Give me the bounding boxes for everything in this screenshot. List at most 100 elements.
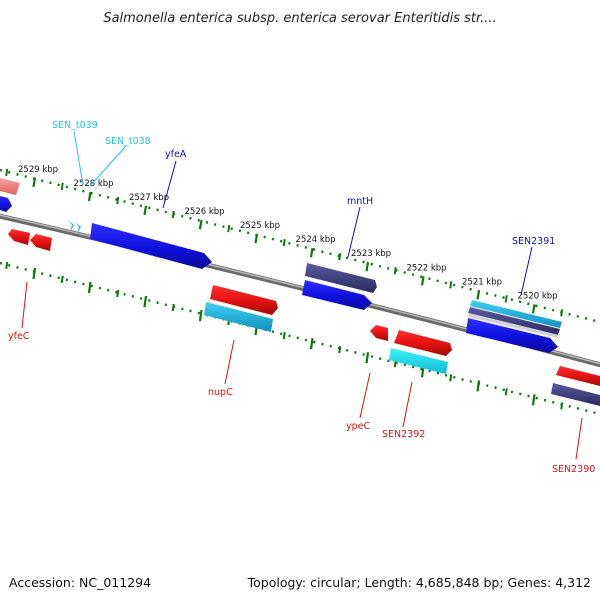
label-sen2390[interactable]: SEN2390: [552, 464, 595, 475]
gene-feature-pink[interactable]: [0, 178, 20, 195]
label-sen-t038[interactable]: SEN_t038: [105, 136, 151, 147]
tick-label: 2528 kbp: [74, 179, 114, 189]
tick-label: 2523 kbp: [351, 249, 391, 259]
major-tick-outer: [309, 247, 314, 258]
outer-dotted-track: [0, 168, 600, 324]
minor-tick-outer: [60, 182, 64, 191]
minor-tick-outer: [5, 168, 9, 176]
minor-tick-outer: [171, 210, 175, 219]
tick-label: 2526 kbp: [185, 207, 225, 217]
major-tick-outer: [198, 219, 203, 230]
major-tick-inner: [87, 281, 92, 294]
major-tick-outer: [365, 262, 370, 272]
minor-tick-outer: [338, 253, 342, 261]
leader-yfec: [21, 281, 28, 329]
label-yfea[interactable]: yfeA: [165, 149, 187, 160]
gene-feature-sen2391-blue[interactable]: [466, 318, 558, 353]
major-tick-inner: [476, 380, 481, 392]
leader-nupc: [224, 339, 235, 385]
major-tick-outer: [254, 233, 259, 244]
topology-text: Topology: circular; Length: 4,685,848 bp…: [247, 575, 591, 590]
major-tick-inner: [531, 394, 536, 406]
label-leaders: [21, 130, 583, 460]
minor-tick-outer: [282, 238, 286, 247]
minor-tick-outer: [393, 267, 397, 275]
leader-sen-t039: [73, 130, 84, 186]
gene-feature-sen2390-navy[interactable]: [551, 383, 600, 406]
tick-label: 2520 kbp: [518, 291, 558, 301]
gene-labels: SEN_t039 SEN_t038 yfeA mntH SEN2391 yfeC…: [8, 120, 595, 475]
gene-feature-mnth-blue[interactable]: [302, 280, 372, 310]
label-sen2392[interactable]: SEN2392: [382, 429, 425, 440]
gene-feature-mnth-navy[interactable]: [305, 263, 377, 293]
minor-tick-inner: [449, 374, 453, 382]
accession-text: Accession: NC_011294: [9, 575, 151, 590]
gene-feature-yfea[interactable]: [90, 223, 212, 269]
minor-tick-inner: [504, 388, 508, 396]
gene-feature-yfec-a[interactable]: [8, 229, 30, 245]
minor-tick-inner: [560, 402, 564, 410]
leader-yfea: [162, 160, 177, 209]
gene-feature-sen2392-red[interactable]: [394, 330, 452, 356]
leader-sen2392: [402, 381, 413, 428]
minor-tick-inner: [338, 346, 342, 354]
label-nupc[interactable]: nupC: [208, 387, 233, 398]
label-ypec[interactable]: ypeC: [346, 421, 370, 432]
minor-tick-outer: [560, 309, 564, 317]
gene-feature-nupc-cyan[interactable]: [204, 302, 273, 332]
major-tick-inner: [365, 352, 370, 364]
major-tick-outer: [143, 205, 148, 216]
label-sen-t039[interactable]: SEN_t039: [52, 120, 98, 131]
label-mnth[interactable]: mntH: [347, 196, 373, 207]
leader-sen2390: [575, 417, 583, 460]
minor-tick-inner: [171, 303, 175, 312]
gene-feature-yfec-b[interactable]: [30, 234, 52, 251]
major-tick-outer: [32, 177, 37, 188]
major-tick-inner: [143, 295, 148, 308]
major-tick-inner: [198, 309, 203, 322]
gene-feature-sen2391-cyan[interactable]: [470, 300, 562, 328]
major-tick-outer: [531, 304, 536, 314]
gene-feature-nupc-red[interactable]: [210, 285, 278, 315]
leader-mnth: [347, 206, 361, 258]
minor-tick-outer: [449, 281, 453, 289]
label-sen2391[interactable]: SEN2391: [512, 236, 555, 247]
trna-sen-t038[interactable]: [75, 222, 81, 234]
major-tick-inner: [32, 267, 37, 280]
trna-sen-t039[interactable]: [68, 220, 74, 232]
gene-feature-sen2392-cyan[interactable]: [389, 348, 448, 374]
major-tick-outer: [87, 191, 92, 202]
major-tick-outer: [476, 290, 481, 300]
inner-dotted-track: [0, 261, 600, 416]
gene-feature-sen2390-red[interactable]: [556, 366, 600, 386]
tick-label: 2522 kbp: [407, 263, 447, 273]
tick-label: 2525 kbp: [240, 221, 280, 231]
tick-label: 2529 kbp: [18, 165, 58, 175]
gene-feature-ypec[interactable]: [370, 325, 388, 341]
leader-ypec: [359, 372, 371, 419]
major-tick-inner: [309, 338, 314, 350]
gene-feature-sen2391-navy[interactable]: [468, 307, 560, 335]
tick-label: 2524 kbp: [296, 235, 336, 245]
minor-tick-inner: [116, 289, 120, 298]
map-title: Salmonella enterica subsp. enterica sero…: [103, 11, 496, 26]
tick-label: 2527 kbp: [129, 193, 169, 203]
tick-marks: [5, 168, 564, 410]
tick-labels: 2529 kbp 2528 kbp 2527 kbp 2526 kbp 2525 kbp…: [18, 165, 558, 302]
minor-tick-outer: [504, 295, 508, 303]
label-yfec[interactable]: yfeC: [8, 331, 30, 342]
minor-tick-inner: [282, 331, 286, 340]
tick-label: 2521 kbp: [462, 277, 502, 287]
gene-feature-blue-left[interactable]: [0, 196, 12, 212]
minor-tick-inner: [60, 275, 64, 284]
tick-tracks: [0, 168, 600, 416]
minor-tick-inner: [5, 261, 9, 269]
gene-features: [0, 178, 600, 406]
leader-sen2391: [520, 246, 533, 296]
gene-feature-sen2391-gray[interactable]: [468, 313, 559, 338]
leader-sen-t038: [89, 145, 127, 187]
minor-tick-outer: [116, 196, 120, 205]
minor-tick-outer: [227, 224, 231, 233]
major-tick-outer: [420, 276, 425, 286]
